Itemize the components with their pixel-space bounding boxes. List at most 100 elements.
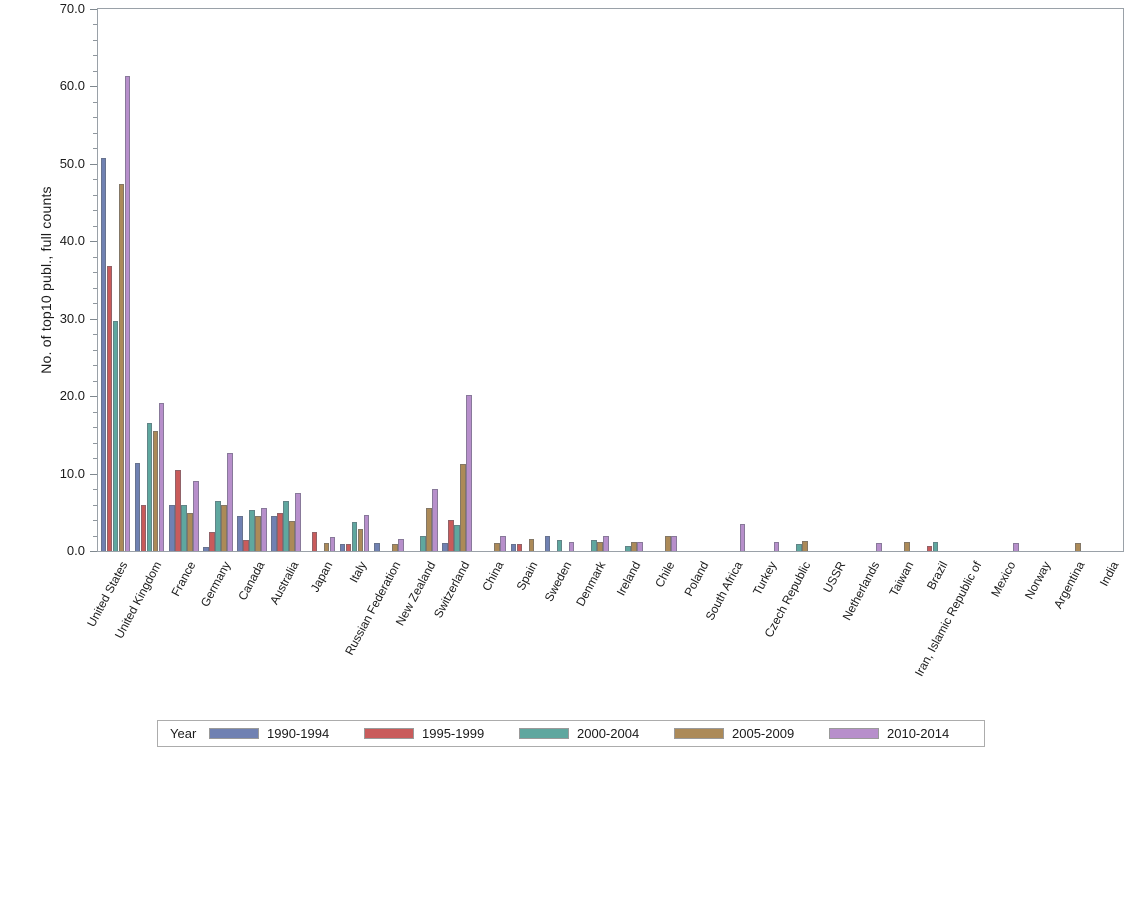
y-minor-tick <box>93 70 97 72</box>
y-minor-tick <box>93 55 97 57</box>
y-minor-tick <box>93 225 97 227</box>
y-minor-tick <box>93 349 97 351</box>
bar-2005-2009 <box>1075 543 1081 551</box>
y-minor-tick <box>93 132 97 134</box>
y-tick-label: 50.0 <box>59 155 85 171</box>
bar-2010-2014 <box>124 76 131 551</box>
bar-group <box>235 9 269 551</box>
bar-1990-1994 <box>134 462 141 551</box>
y-minor-tick <box>93 411 97 413</box>
bar-2010-2014 <box>397 539 404 551</box>
legend-entry-label: 2010-2014 <box>887 726 950 741</box>
legend-entry-label: 1995-1999 <box>422 726 485 741</box>
bar-2005-2009 <box>118 184 125 551</box>
y-major-tick <box>90 86 97 88</box>
y-major-tick <box>90 241 97 243</box>
y-minor-tick <box>93 380 97 382</box>
bar-1995-1999 <box>140 505 147 551</box>
bar-1990-1994 <box>442 543 448 551</box>
legend-entry: 2005-2009 <box>674 726 829 741</box>
y-tick-label: 60.0 <box>59 78 85 94</box>
bar-1990-1994 <box>271 516 278 551</box>
plot-area <box>90 8 1124 552</box>
bar-2000-2004 <box>590 540 597 551</box>
bar-group <box>440 9 474 551</box>
bar-1990-1994 <box>373 543 380 551</box>
y-minor-tick <box>93 179 97 181</box>
bar-group <box>952 9 986 551</box>
legend: Year 1990-1994 1995-1999 2000-2004 2005-200… <box>157 720 985 747</box>
bar-group <box>337 9 371 551</box>
legend-entry: 2000-2004 <box>519 726 674 741</box>
bar-2010-2014 <box>329 537 336 551</box>
bar-1990-1994 <box>544 535 551 551</box>
bar-group <box>611 9 645 551</box>
bar-group <box>508 9 542 551</box>
bar-2005-2009 <box>357 529 364 551</box>
y-minor-tick <box>93 210 97 212</box>
y-minor-tick <box>93 427 97 429</box>
y-minor-tick <box>93 194 97 196</box>
bar-group <box>98 9 132 551</box>
bar-2010-2014 <box>500 536 507 551</box>
bar-2000-2004 <box>180 505 187 551</box>
y-major-tick <box>90 9 97 10</box>
bar-2010-2014 <box>432 489 438 551</box>
bar-1995-1999 <box>209 532 215 551</box>
y-minor-tick <box>93 117 97 119</box>
bar-1995-1999 <box>243 540 249 551</box>
bar-1990-1994 <box>100 157 107 551</box>
bar-group <box>1021 9 1055 551</box>
bar-group <box>1055 9 1089 551</box>
bar-group <box>816 9 850 551</box>
y-minor-tick <box>93 489 97 491</box>
bar-2010-2014 <box>671 536 677 551</box>
bar-1995-1999 <box>311 532 318 551</box>
y-minor-tick <box>93 365 97 367</box>
bar-2010-2014 <box>227 453 233 551</box>
legend-swatch-icon <box>674 728 724 739</box>
y-tick-label: 70.0 <box>59 1 85 16</box>
bar-2005-2009 <box>665 536 671 551</box>
bar-1990-1994 <box>203 547 209 551</box>
bar-2000-2004 <box>283 501 290 551</box>
bar-2000-2004 <box>351 521 358 551</box>
y-minor-tick <box>93 334 97 336</box>
legend-entry-label: 2005-2009 <box>732 726 795 741</box>
legend-entry: 1995-1999 <box>364 726 519 741</box>
y-minor-tick <box>93 287 97 289</box>
bar-1995-1999 <box>345 544 352 551</box>
y-minor-tick <box>93 504 97 506</box>
bar-group <box>918 9 952 551</box>
legend-title: Year <box>170 726 197 741</box>
bar-2005-2009 <box>221 505 227 551</box>
bar-2010-2014 <box>568 542 575 551</box>
y-minor-tick <box>93 303 97 305</box>
bar-1995-1999 <box>106 266 113 551</box>
legend-entry: 1990-1994 <box>209 726 364 741</box>
y-major-tick <box>90 163 97 165</box>
bar-group <box>474 9 508 551</box>
bar-group <box>850 9 884 551</box>
bar-2010-2014 <box>602 535 609 551</box>
bar-group <box>371 9 405 551</box>
bar-2000-2004 <box>454 524 460 551</box>
bar-group <box>1089 9 1123 551</box>
bar-2005-2009 <box>596 542 603 551</box>
bar-2010-2014 <box>773 542 780 551</box>
bar-2010-2014 <box>158 403 165 551</box>
y-tick-label: 20.0 <box>59 388 85 404</box>
y-tick-label: 40.0 <box>59 233 85 249</box>
legend-entry-label: 1990-1994 <box>267 726 330 741</box>
bar-2005-2009 <box>186 513 193 551</box>
bar-2010-2014 <box>466 394 472 551</box>
bar-2000-2004 <box>215 501 221 551</box>
legend-swatch-icon <box>519 728 569 739</box>
bar-2000-2004 <box>795 544 802 551</box>
bar-2000-2004 <box>249 509 255 551</box>
y-tick-label: 0.0 <box>66 543 85 558</box>
bar-group <box>884 9 918 551</box>
bar-2005-2009 <box>323 543 330 551</box>
bar-group <box>986 9 1020 551</box>
bar-group <box>645 9 679 551</box>
